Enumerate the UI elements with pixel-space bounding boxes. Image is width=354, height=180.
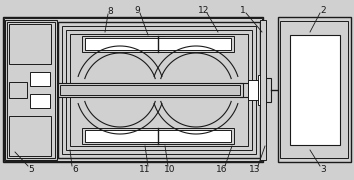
Text: 1: 1 [240, 6, 246, 15]
Bar [4, 18, 262, 161]
Text: 11: 11 [139, 165, 151, 174]
Bar [60, 85, 240, 95]
Bar [9, 116, 51, 156]
Bar [260, 20, 266, 160]
Bar [266, 78, 271, 102]
Bar [278, 17, 351, 162]
Bar [30, 72, 50, 86]
Text: 16: 16 [216, 165, 228, 174]
Text: 2: 2 [320, 6, 326, 15]
Text: 10: 10 [164, 165, 176, 174]
Bar [66, 30, 252, 150]
Bar [85, 38, 231, 50]
Bar [85, 130, 231, 142]
Bar [5, 20, 57, 160]
Bar [9, 82, 27, 98]
Bar [290, 35, 340, 145]
Bar [9, 24, 51, 64]
Bar [248, 80, 258, 100]
Bar [70, 34, 248, 146]
Bar [82, 36, 234, 52]
Text: 3: 3 [320, 165, 326, 174]
Text: 5: 5 [28, 165, 34, 174]
Text: 12: 12 [198, 6, 210, 15]
Bar [280, 21, 348, 158]
Text: 6: 6 [72, 165, 78, 174]
Text: 8: 8 [107, 6, 113, 15]
Text: 13: 13 [249, 165, 261, 174]
Bar [82, 128, 234, 144]
Bar [258, 75, 266, 105]
Bar [7, 22, 55, 158]
Bar [58, 22, 260, 158]
Bar [3, 17, 263, 162]
Bar [58, 83, 243, 97]
Text: 9: 9 [134, 6, 140, 15]
Bar [62, 26, 256, 154]
Bar [30, 94, 50, 108]
